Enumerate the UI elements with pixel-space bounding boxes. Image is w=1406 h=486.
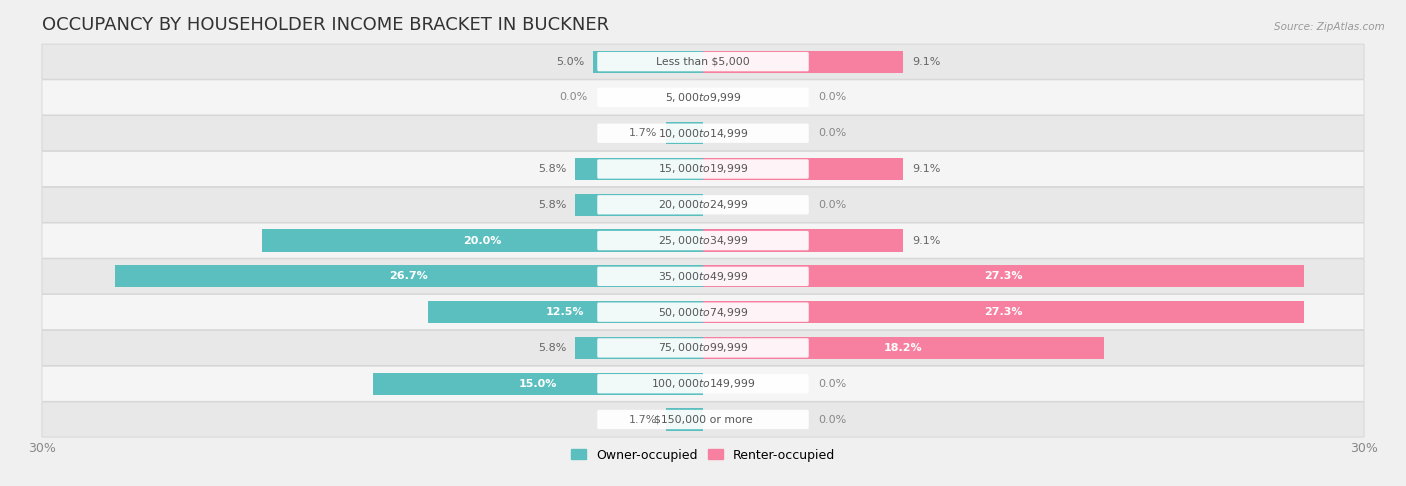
Text: 27.3%: 27.3% [984,307,1024,317]
FancyBboxPatch shape [598,338,808,358]
Text: $15,000 to $19,999: $15,000 to $19,999 [658,162,748,175]
FancyBboxPatch shape [598,410,808,429]
FancyBboxPatch shape [42,152,1364,187]
Text: 9.1%: 9.1% [912,236,941,245]
Text: 1.7%: 1.7% [628,128,657,138]
FancyBboxPatch shape [42,259,1364,294]
Text: 5.8%: 5.8% [538,343,567,353]
Text: 0.0%: 0.0% [818,200,846,210]
Text: 26.7%: 26.7% [389,271,429,281]
Text: $10,000 to $14,999: $10,000 to $14,999 [658,127,748,139]
Bar [115,265,703,287]
Text: 20.0%: 20.0% [464,236,502,245]
Text: 9.1%: 9.1% [912,57,941,67]
Text: $25,000 to $34,999: $25,000 to $34,999 [658,234,748,247]
Bar [703,229,904,252]
Text: 5.0%: 5.0% [555,57,583,67]
Bar [575,337,703,359]
Bar [373,373,703,395]
Text: 0.0%: 0.0% [818,415,846,424]
Text: 0.0%: 0.0% [818,92,846,103]
Text: $5,000 to $9,999: $5,000 to $9,999 [665,91,741,104]
FancyBboxPatch shape [598,267,808,286]
Text: Less than $5,000: Less than $5,000 [657,57,749,67]
Bar [593,51,703,73]
FancyBboxPatch shape [42,223,1364,258]
Text: 18.2%: 18.2% [884,343,922,353]
FancyBboxPatch shape [598,52,808,71]
Bar [665,408,703,431]
Text: 1.7%: 1.7% [628,415,657,424]
FancyBboxPatch shape [42,116,1364,151]
Bar [703,158,904,180]
Text: $35,000 to $49,999: $35,000 to $49,999 [658,270,748,283]
FancyBboxPatch shape [598,231,808,250]
FancyBboxPatch shape [598,159,808,179]
FancyBboxPatch shape [42,402,1364,437]
FancyBboxPatch shape [42,366,1364,401]
Bar [703,51,904,73]
Bar [575,158,703,180]
FancyBboxPatch shape [598,123,808,143]
Text: 27.3%: 27.3% [984,271,1024,281]
Text: 5.8%: 5.8% [538,164,567,174]
Bar [703,301,1305,323]
Text: 0.0%: 0.0% [818,128,846,138]
Text: OCCUPANCY BY HOUSEHOLDER INCOME BRACKET IN BUCKNER: OCCUPANCY BY HOUSEHOLDER INCOME BRACKET … [42,16,609,34]
Text: $150,000 or more: $150,000 or more [654,415,752,424]
Text: $50,000 to $74,999: $50,000 to $74,999 [658,306,748,319]
Text: 5.8%: 5.8% [538,200,567,210]
FancyBboxPatch shape [42,295,1364,330]
Text: 9.1%: 9.1% [912,164,941,174]
FancyBboxPatch shape [598,88,808,107]
Text: $100,000 to $149,999: $100,000 to $149,999 [651,377,755,390]
Bar [575,194,703,216]
Bar [703,265,1305,287]
Text: 12.5%: 12.5% [546,307,585,317]
FancyBboxPatch shape [42,44,1364,79]
Bar [263,229,703,252]
Bar [427,301,703,323]
Text: $75,000 to $99,999: $75,000 to $99,999 [658,342,748,354]
FancyBboxPatch shape [598,374,808,393]
Text: $20,000 to $24,999: $20,000 to $24,999 [658,198,748,211]
Text: 0.0%: 0.0% [560,92,588,103]
Bar [703,337,1104,359]
Text: 0.0%: 0.0% [818,379,846,389]
FancyBboxPatch shape [598,302,808,322]
Bar [665,122,703,144]
FancyBboxPatch shape [42,80,1364,115]
FancyBboxPatch shape [42,330,1364,365]
FancyBboxPatch shape [42,187,1364,222]
Legend: Owner-occupied, Renter-occupied: Owner-occupied, Renter-occupied [567,444,839,467]
FancyBboxPatch shape [598,195,808,214]
Text: Source: ZipAtlas.com: Source: ZipAtlas.com [1274,22,1385,32]
Text: 15.0%: 15.0% [519,379,557,389]
